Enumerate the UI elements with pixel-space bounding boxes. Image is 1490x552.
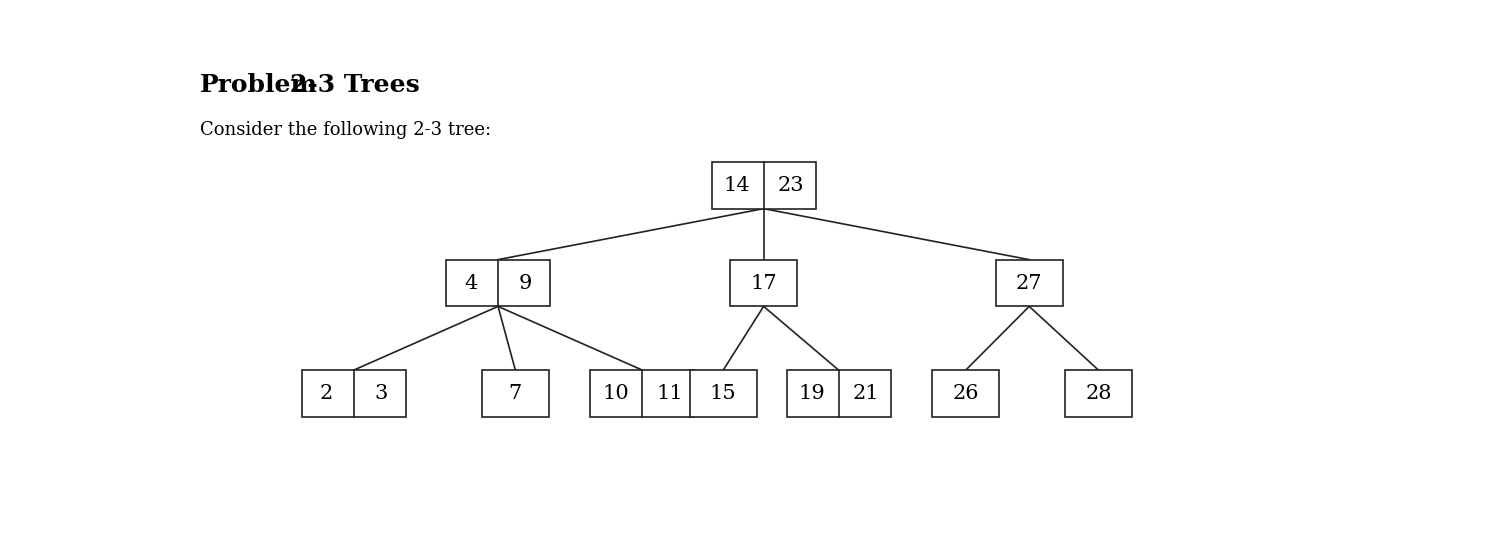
- Text: 28: 28: [1085, 384, 1112, 403]
- Text: 10: 10: [602, 384, 629, 403]
- Bar: [590, 370, 694, 417]
- Text: 27: 27: [1016, 273, 1043, 293]
- Bar: [995, 259, 1062, 306]
- Text: 19: 19: [799, 384, 825, 403]
- Text: 23: 23: [778, 176, 805, 195]
- Text: 21: 21: [852, 384, 879, 403]
- Text: 9: 9: [519, 273, 532, 293]
- Text: 2: 2: [320, 384, 334, 403]
- Bar: [446, 259, 550, 306]
- Text: 3: 3: [374, 384, 387, 403]
- Text: 14: 14: [723, 176, 749, 195]
- Text: Problem: Problem: [200, 73, 317, 97]
- Bar: [481, 370, 548, 417]
- Text: Consider the following 2-3 tree:: Consider the following 2-3 tree:: [200, 121, 492, 140]
- Text: 15: 15: [709, 384, 736, 403]
- Bar: [712, 162, 815, 209]
- Bar: [933, 370, 1000, 417]
- Text: 17: 17: [751, 273, 776, 293]
- Bar: [690, 370, 757, 417]
- Text: 2-3 Trees: 2-3 Trees: [291, 73, 420, 97]
- Bar: [730, 259, 797, 306]
- Bar: [787, 370, 891, 417]
- Text: 7: 7: [508, 384, 522, 403]
- Text: 11: 11: [656, 384, 682, 403]
- Text: 4: 4: [465, 273, 478, 293]
- Bar: [1065, 370, 1132, 417]
- Text: 26: 26: [952, 384, 979, 403]
- Bar: [301, 370, 405, 417]
